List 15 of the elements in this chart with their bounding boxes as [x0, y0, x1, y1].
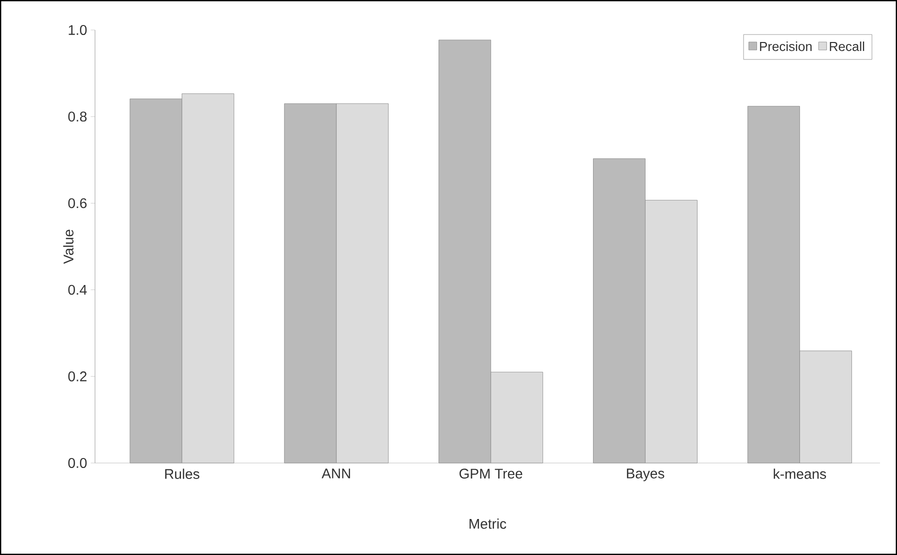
y-tick-label: 0.2: [68, 371, 87, 382]
y-tick-label: 1.0: [68, 25, 87, 35]
legend-label: Recall: [830, 42, 864, 52]
y-tick-label: 0.0: [68, 458, 87, 468]
y-tick-label: 0.8: [68, 112, 87, 122]
legend-label: Precision: [760, 42, 812, 52]
x-tick-label: Rules: [165, 468, 200, 479]
y-tick-label: 0.4: [68, 284, 87, 295]
x-tick-label: k-means: [774, 468, 826, 479]
y-tick-label: 0.6: [68, 198, 87, 208]
x-tick-label: GPM Tree: [460, 468, 522, 479]
x-axis-title: Metric: [470, 518, 506, 529]
x-tick-label: Bayes: [626, 468, 664, 482]
y-axis-title: Value: [63, 230, 74, 264]
x-tick-label: ANN: [322, 468, 350, 478]
